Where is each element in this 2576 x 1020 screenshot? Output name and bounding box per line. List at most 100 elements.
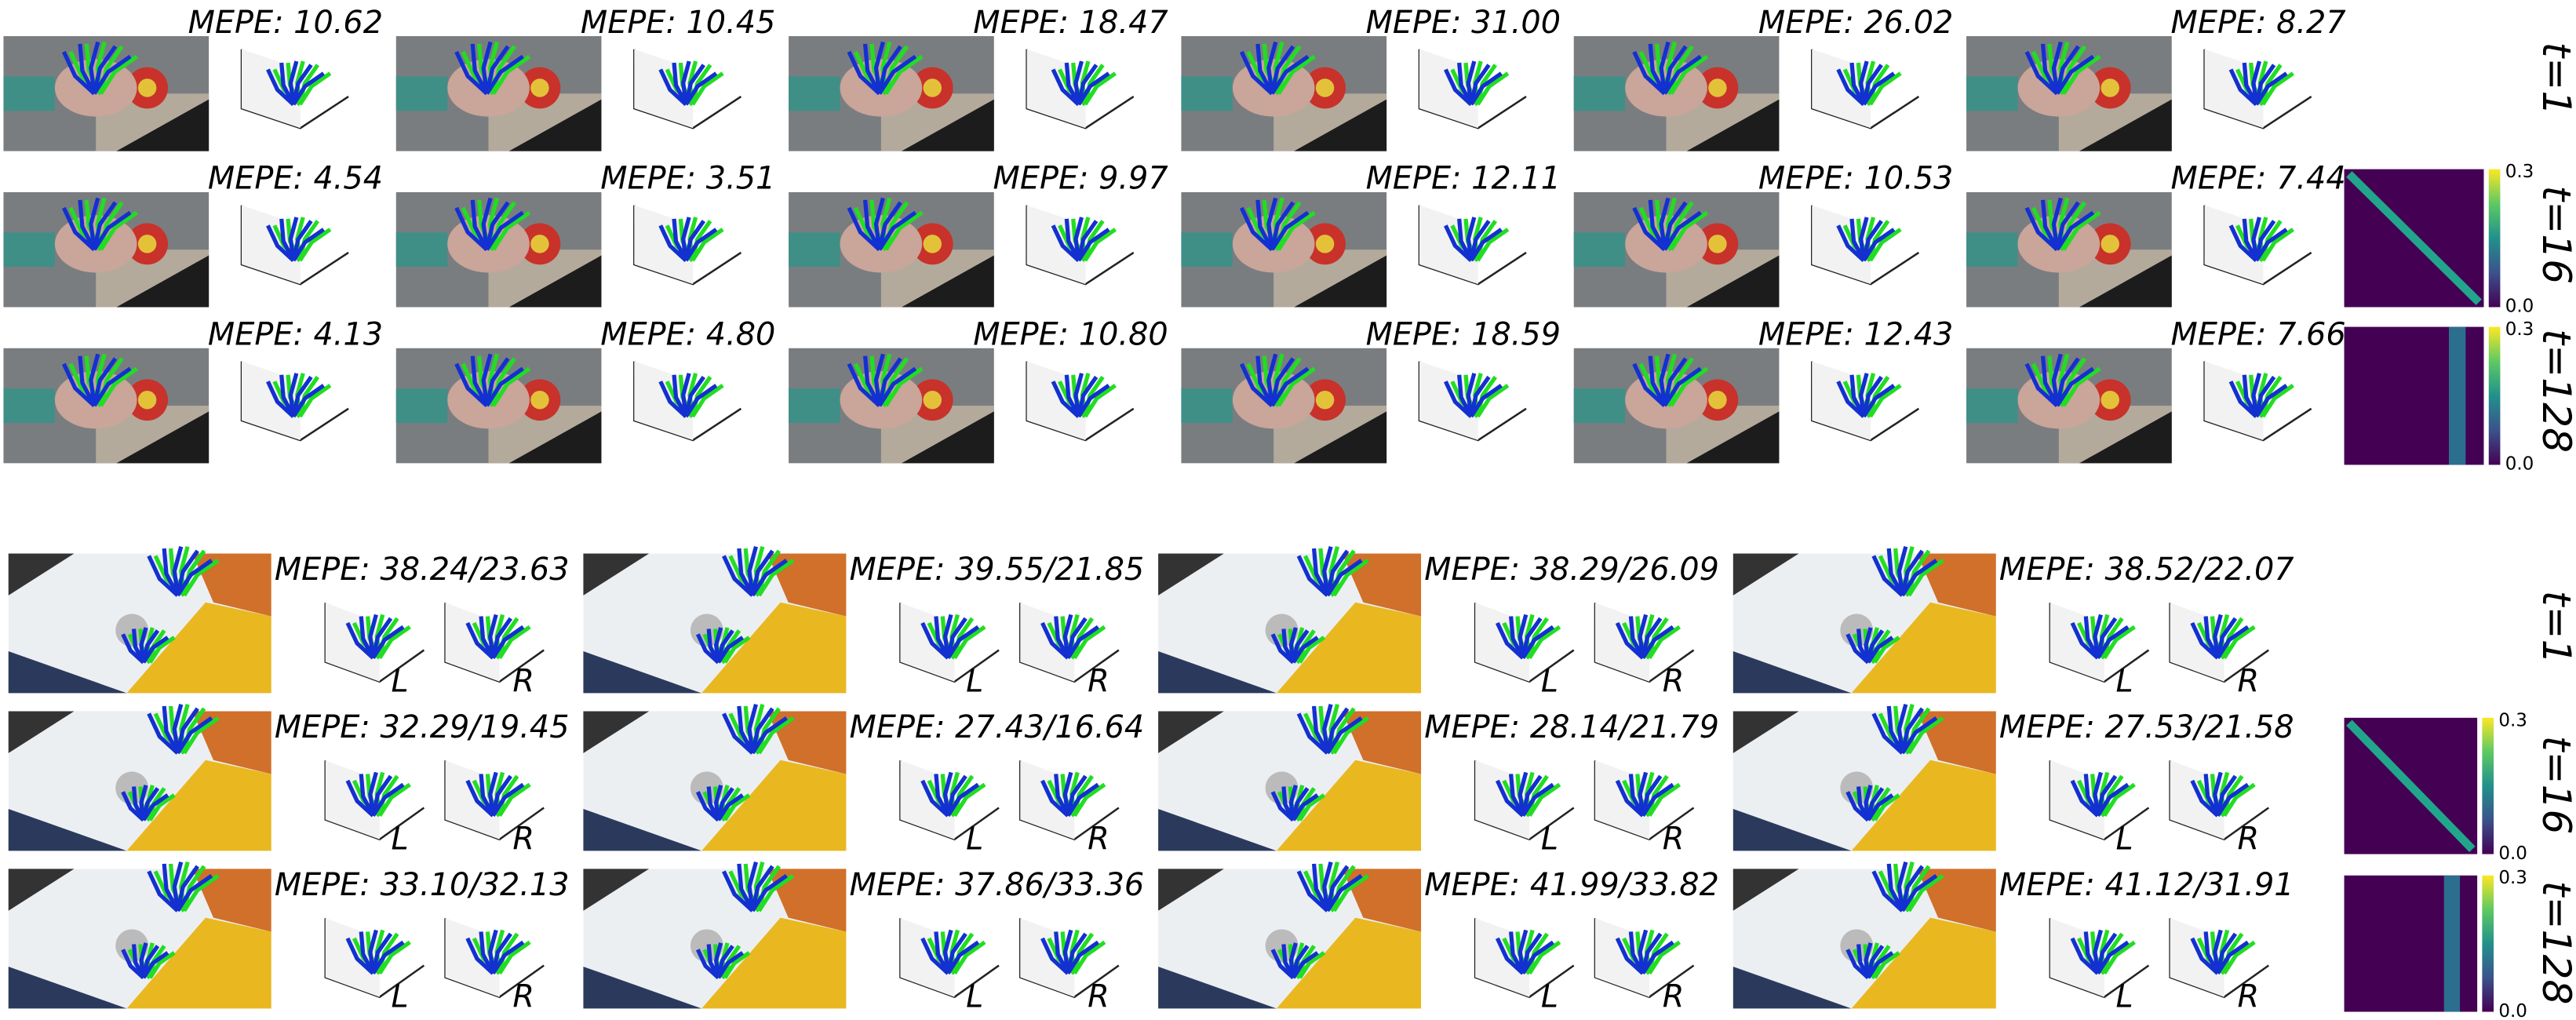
skeleton xyxy=(1527,617,1549,659)
skeleton xyxy=(61,206,96,252)
sleeve xyxy=(902,99,994,151)
pose-plot xyxy=(1418,49,1527,129)
skeleton xyxy=(1276,201,1302,250)
skeleton xyxy=(1332,865,1356,912)
skeleton xyxy=(1849,374,1866,418)
skeleton xyxy=(2051,41,2063,94)
skeleton xyxy=(1457,218,1474,262)
skeleton xyxy=(454,362,489,407)
photo xyxy=(1181,191,1387,308)
plot-pane xyxy=(2170,603,2224,682)
orange xyxy=(1917,869,1996,932)
yellow-mat xyxy=(126,602,271,694)
mepe-label: MEPE: 4.13 xyxy=(208,317,383,353)
mepe-label: MEPE: 41.12/31.91 xyxy=(1999,867,2294,903)
pose-plot xyxy=(240,361,349,442)
fruit xyxy=(2101,78,2119,97)
skeleton xyxy=(756,707,782,754)
skeleton xyxy=(1040,621,1069,660)
skeleton xyxy=(2024,50,2059,96)
skeleton xyxy=(1322,704,1333,754)
skeleton xyxy=(1521,617,1543,659)
skeleton xyxy=(946,940,980,974)
skeleton xyxy=(368,614,378,658)
skeleton xyxy=(1475,220,1498,261)
fruit xyxy=(1708,235,1727,253)
skeleton xyxy=(716,636,744,664)
skeleton xyxy=(2222,774,2244,817)
plot-pane xyxy=(1026,361,1086,441)
skeleton xyxy=(2095,617,2118,659)
skeleton xyxy=(1072,774,1095,817)
photo xyxy=(395,191,602,308)
skeleton xyxy=(2061,366,2101,407)
skeleton xyxy=(1077,228,1110,262)
skeleton xyxy=(1518,771,1528,816)
skeleton xyxy=(175,549,199,596)
skeleton xyxy=(1062,929,1073,974)
photo xyxy=(1573,348,1780,464)
fruit xyxy=(923,391,942,410)
skeleton xyxy=(485,54,524,95)
photo xyxy=(1966,36,2172,151)
plot-pane xyxy=(1475,603,1530,682)
skeleton xyxy=(2213,614,2223,658)
skeleton xyxy=(1900,873,1938,913)
photo xyxy=(789,348,994,464)
skeleton xyxy=(1868,384,1902,418)
pose-plots xyxy=(324,760,545,841)
skeleton xyxy=(2055,357,2080,406)
cloth xyxy=(1573,232,1626,268)
skeleton xyxy=(99,210,138,251)
skeleton xyxy=(2190,621,2220,660)
right-label: R xyxy=(1088,821,1109,857)
skeleton xyxy=(1868,228,1902,262)
skeleton xyxy=(1051,68,1080,107)
skeleton xyxy=(1296,870,1329,913)
colorbar-max: 0.3 xyxy=(2498,868,2527,888)
right-label: R xyxy=(512,663,534,699)
skeleton xyxy=(141,636,169,664)
yellow-mat xyxy=(1276,917,1422,1009)
colorbar xyxy=(2488,169,2501,308)
skeleton xyxy=(2228,68,2258,107)
skeleton xyxy=(1077,375,1099,417)
skeleton xyxy=(1077,384,1110,418)
skeleton xyxy=(1900,716,1938,755)
skeleton xyxy=(1669,54,1709,95)
skeleton xyxy=(359,616,375,659)
skeleton xyxy=(1325,865,1350,912)
skeleton xyxy=(2040,199,2060,251)
skeleton xyxy=(2216,782,2250,817)
skeleton xyxy=(2222,617,2244,659)
colorbar xyxy=(2482,875,2494,1012)
printer xyxy=(583,869,650,911)
skeleton xyxy=(672,374,688,418)
skeleton xyxy=(291,375,313,417)
skeleton xyxy=(1077,64,1099,105)
skeleton xyxy=(2251,60,2261,105)
fruit xyxy=(530,235,549,253)
plot-pane xyxy=(325,603,380,682)
skeleton xyxy=(1528,625,1561,660)
skeleton xyxy=(484,201,510,250)
fruit xyxy=(1315,78,1335,97)
skeleton xyxy=(371,782,405,817)
skeleton xyxy=(291,220,313,261)
skeleton xyxy=(2055,366,2095,407)
plot-pane xyxy=(1026,49,1086,129)
skeleton xyxy=(1332,549,1356,596)
fruit xyxy=(530,78,549,97)
cloth xyxy=(1573,76,1626,111)
skeleton xyxy=(737,548,755,597)
skeleton xyxy=(877,366,917,407)
skeleton xyxy=(1457,374,1474,418)
fruit xyxy=(1708,78,1727,97)
skeleton xyxy=(1871,555,1904,597)
skeleton xyxy=(78,43,97,95)
cloth xyxy=(1181,388,1233,424)
skeleton xyxy=(684,71,718,106)
mepe-label: MEPE: 3.51 xyxy=(600,161,775,197)
mepe-label: MEPE: 8.27 xyxy=(2171,5,2346,41)
pose-plots xyxy=(2049,603,2269,683)
